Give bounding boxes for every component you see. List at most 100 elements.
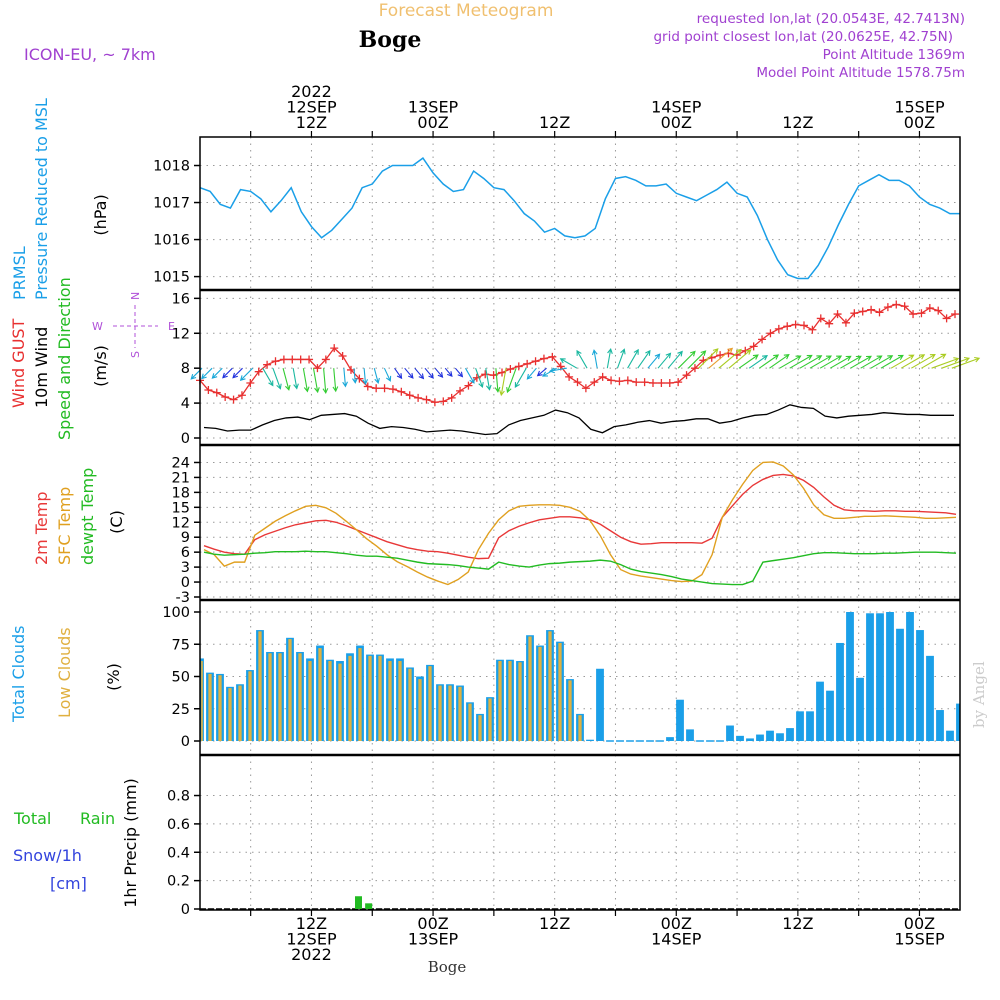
gust-marker — [623, 376, 632, 385]
ytick-label: 12 — [172, 515, 190, 531]
gust-marker — [791, 320, 800, 329]
wind-direction-arrow — [698, 348, 719, 369]
clouds-yticks: 0 25 50 75 100 — [162, 605, 200, 750]
wind-direction-arrow — [688, 350, 707, 369]
low-cloud-bar — [258, 631, 262, 741]
time-tick-label: 14SEP — [651, 930, 702, 949]
total-cloud-bar — [896, 628, 904, 741]
total-cloud-bar — [846, 612, 854, 741]
low-cloud-bar — [448, 685, 452, 741]
gust-marker — [498, 368, 506, 377]
gust-marker — [330, 344, 339, 353]
total-cloud-bar — [886, 612, 894, 741]
gust-marker — [825, 319, 834, 328]
low-cloud-bar — [338, 663, 342, 741]
gust-marker — [900, 302, 909, 311]
wind-ylabel: (m/s) — [91, 345, 110, 387]
gust-marker — [506, 365, 515, 374]
low-cloud-bar — [508, 661, 512, 741]
wind-direction-arrow — [559, 358, 578, 369]
wind-direction-arrow — [232, 367, 243, 379]
time-tick-label: 13SEP — [408, 98, 459, 117]
pressure-label-desc: Pressure Reduced to MSL — [32, 98, 51, 300]
total-cloud-bar — [736, 735, 744, 741]
low-cloud-bar — [348, 655, 352, 741]
gust-marker — [649, 379, 657, 388]
low-cloud-bar — [238, 685, 242, 741]
wind-direction-arrow — [819, 355, 843, 369]
wind-direction-arrow — [708, 347, 734, 369]
wind-direction-arrow — [464, 367, 475, 384]
gust-marker — [397, 387, 406, 396]
wind-direction-arrow — [514, 367, 527, 389]
total-cloud-bar — [826, 690, 834, 741]
gust-marker — [372, 384, 381, 393]
pressure-marks — [199, 157, 960, 280]
wind-direction-arrow — [373, 368, 380, 384]
time-tick-label: 12SEP — [286, 98, 337, 117]
time-tick-label: 00Z — [417, 113, 448, 132]
wind-direction-arrow — [200, 367, 213, 380]
clouds-panel: 0 25 50 75 100 Total Clouds Low Clouds (%) — [9, 600, 960, 755]
temp-ylabel: (C) — [107, 510, 126, 534]
wind-direction-arrow — [292, 368, 299, 390]
wind-direction-arrow — [262, 367, 274, 387]
total-cloud-bar — [686, 729, 694, 741]
ytick-label: 24 — [172, 455, 190, 471]
low-cloud-bar — [218, 675, 222, 741]
wind-direction-arrow — [404, 367, 414, 379]
ytick-label: 3 — [181, 560, 190, 576]
low-cloud-bar — [388, 661, 392, 741]
low-cloud-bar — [288, 639, 292, 741]
gust-marker — [657, 379, 666, 388]
total-cloud-bar — [956, 703, 960, 741]
wind-direction-arrow — [647, 353, 661, 369]
wind-direction-arrow — [526, 367, 537, 380]
time-tick-label: 12Z — [782, 113, 813, 132]
low-cloud-bar — [378, 655, 382, 741]
precip-label-cm: [cm] — [50, 874, 87, 893]
ytick-label: 0 — [181, 575, 190, 591]
total-cloud-bar — [926, 655, 934, 741]
gust-marker — [531, 357, 540, 366]
gust-marker — [716, 351, 725, 360]
wind-direction-arrow — [222, 367, 233, 379]
gust-marker — [405, 391, 414, 400]
footer-station: Boge — [428, 958, 467, 976]
wind-direction-arrow — [667, 350, 683, 369]
gridpoint-lonlat: grid point closest lon,lat (20.0625E, 42… — [653, 29, 953, 45]
wind-direction-arrow — [485, 368, 492, 391]
time-tick-label: 12Z — [782, 914, 813, 933]
wind-arrows — [190, 347, 981, 397]
wind-label-gust: Wind GUST — [9, 318, 28, 408]
ytick-label: 50 — [172, 670, 190, 686]
gust-marker — [682, 371, 691, 380]
gust-marker — [321, 355, 330, 364]
precip-label-snow: Snow/1h — [13, 846, 82, 865]
wind-direction-arrow — [424, 367, 434, 379]
low-cloud-bar — [478, 715, 482, 741]
model-altitude: Model Point Altitude 1578.75m — [756, 65, 965, 81]
total-cloud-bar — [906, 612, 914, 741]
gust-marker — [313, 364, 322, 373]
gust-marker — [539, 354, 548, 363]
pressure-line — [199, 157, 960, 280]
requested-lonlat: requested lon,lat (20.0543E, 42.7413N) — [697, 11, 965, 27]
wind-direction-arrow — [850, 355, 872, 369]
gust-marker — [833, 310, 842, 319]
total-cloud-bar — [836, 642, 844, 741]
time-tick-label: 12Z — [539, 914, 570, 933]
gust-marker — [514, 362, 523, 371]
ytick-label: 6 — [181, 545, 190, 561]
wind-direction-arrow — [342, 368, 348, 388]
clouds-label-low: Low Clouds — [55, 627, 74, 718]
gust-marker — [439, 397, 448, 406]
gust-marker — [229, 395, 238, 404]
wind-direction-arrow — [657, 352, 672, 369]
wind-direction-arrow — [870, 355, 894, 369]
gust-marker — [305, 355, 314, 364]
compass-rose: N S W E — [92, 292, 175, 358]
